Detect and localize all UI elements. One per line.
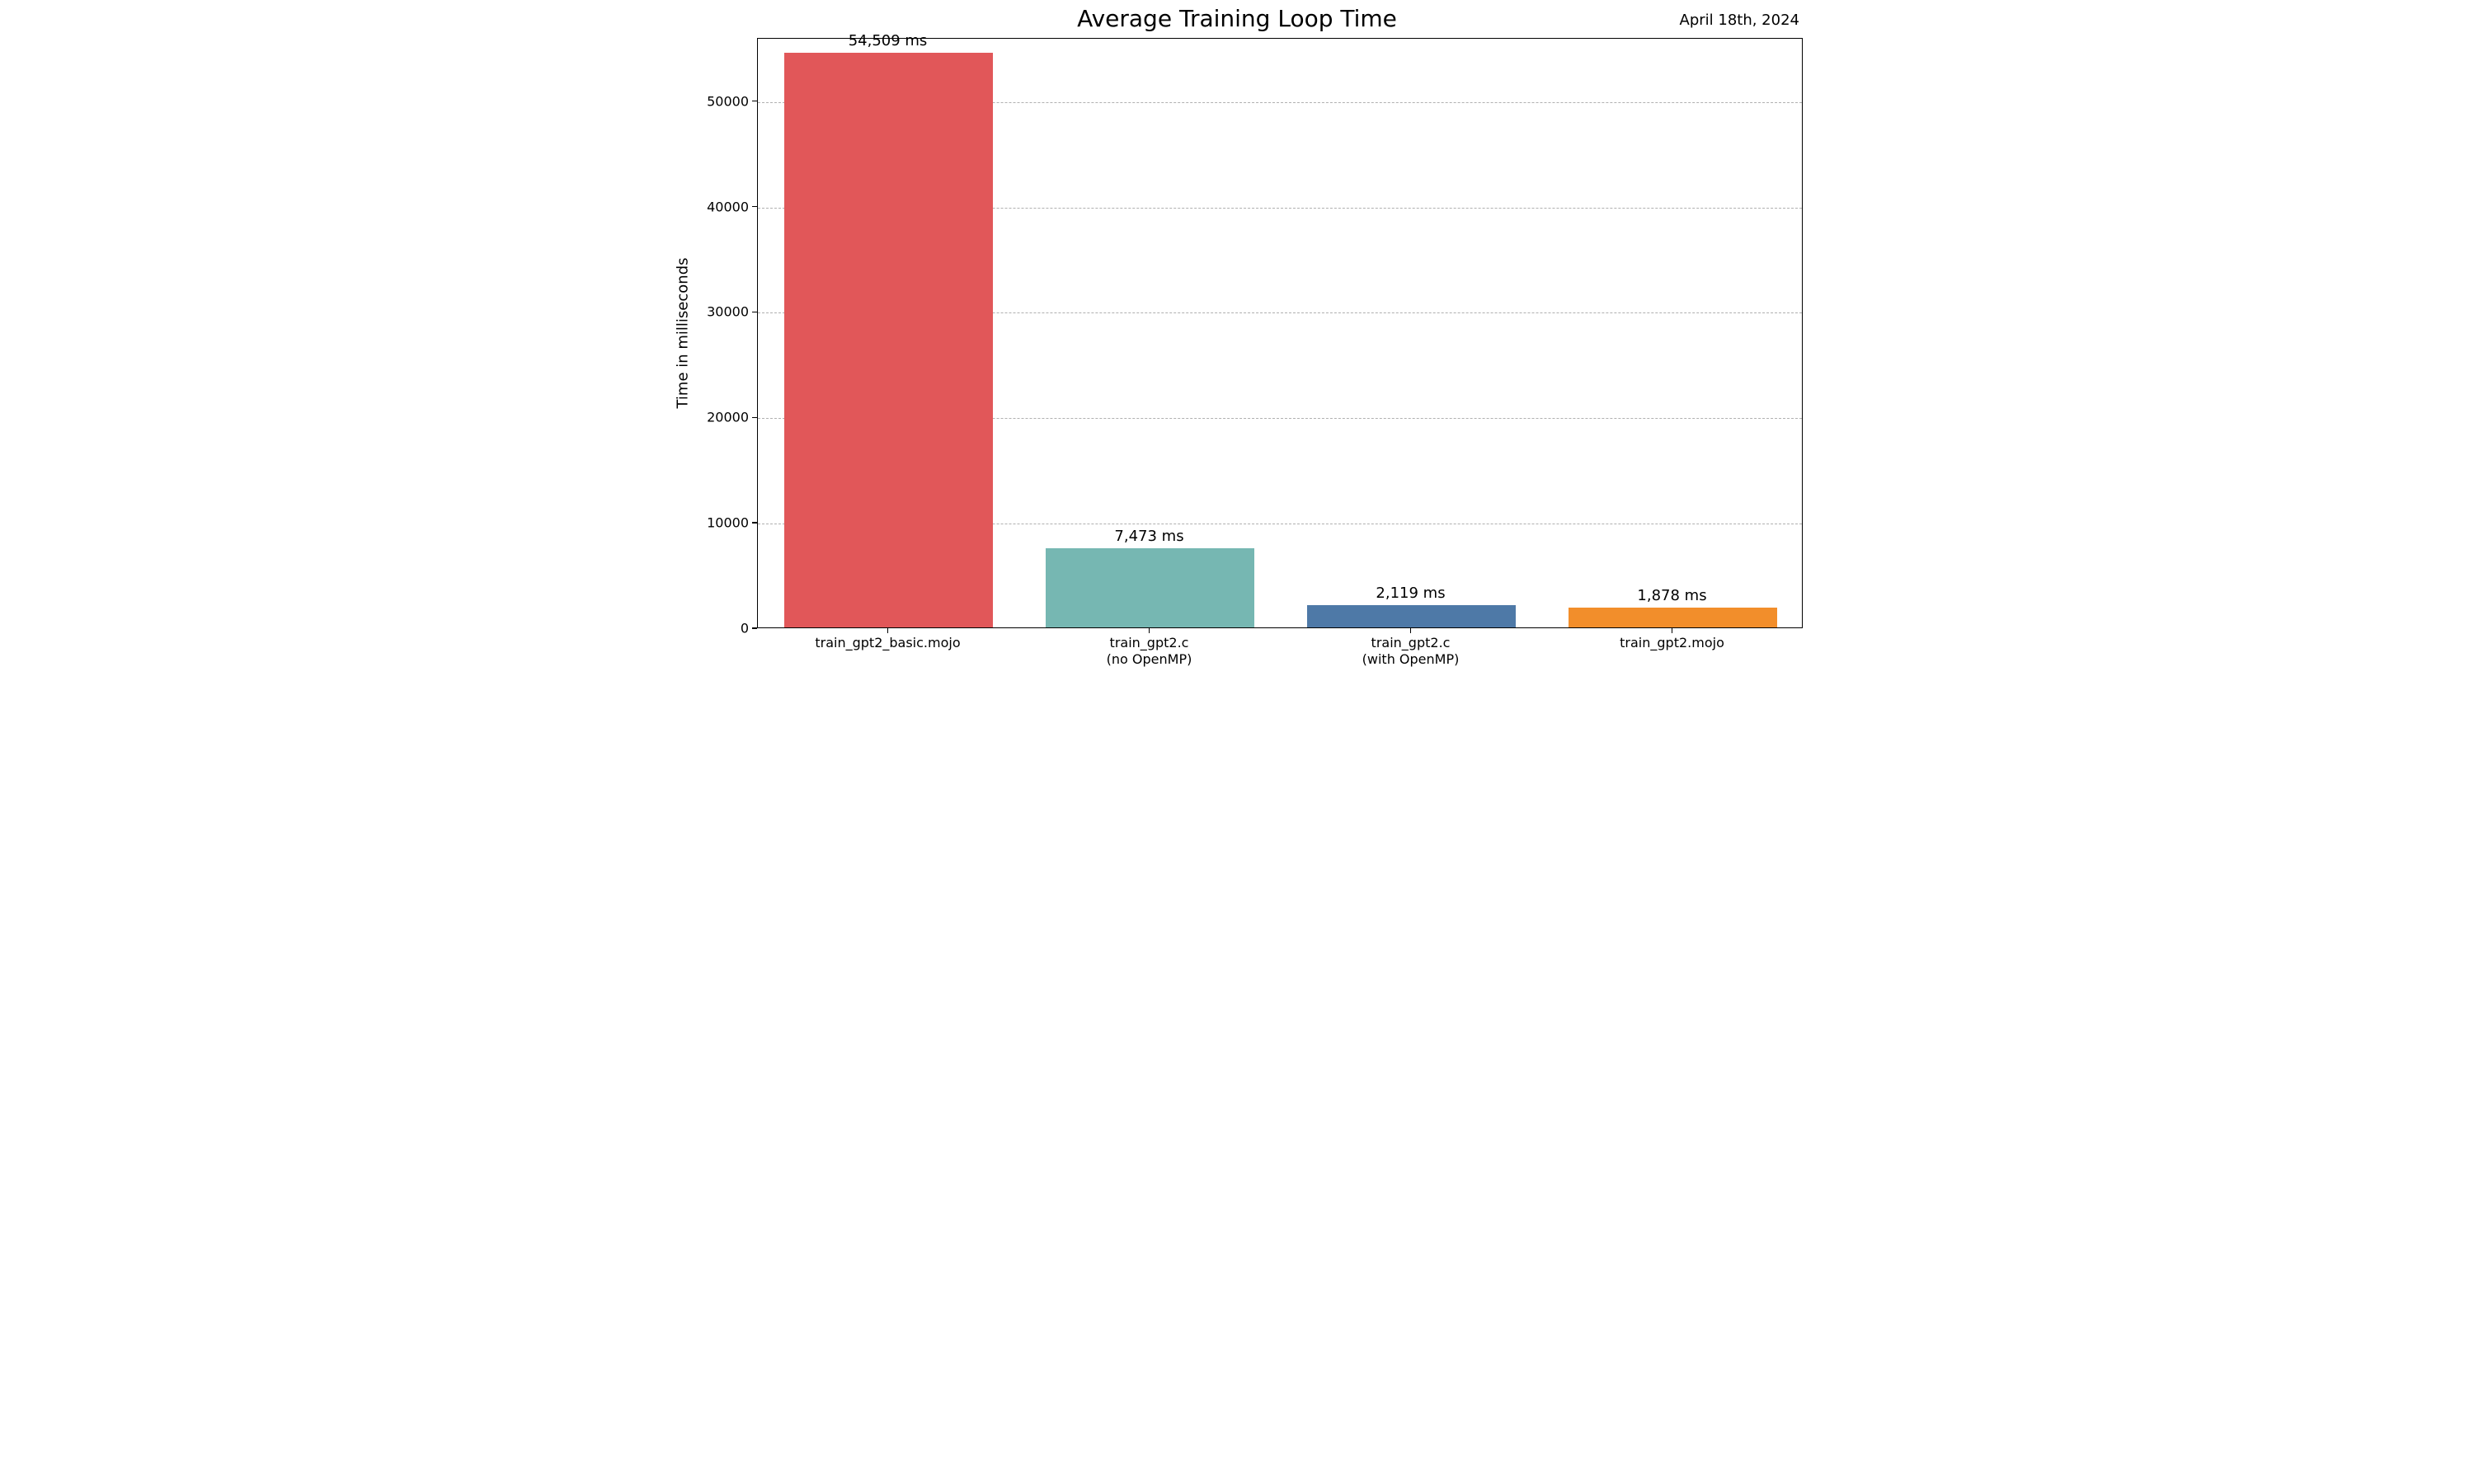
chart-title: Average Training Loop Time <box>660 5 1814 32</box>
y-tick-mark <box>752 312 757 313</box>
y-tick-mark <box>752 522 757 524</box>
y-tick-label: 50000 <box>707 93 749 109</box>
x-tick-mark <box>1672 628 1673 633</box>
bar-value-label: 2,119 ms <box>1376 585 1445 602</box>
y-tick-label: 0 <box>741 621 749 636</box>
x-tick-label: train_gpt2_basic.mojo <box>764 635 1012 651</box>
y-axis-label: Time in milliseconds <box>675 209 692 457</box>
plot-area <box>757 38 1803 628</box>
x-tick-label: train_gpt2.c (no OpenMP) <box>1025 635 1273 668</box>
y-tick-mark <box>752 627 757 629</box>
chart-date: April 18th, 2024 <box>1680 12 1800 29</box>
x-tick-mark <box>1410 628 1412 633</box>
y-tick-mark <box>752 101 757 102</box>
bar <box>1569 608 1778 627</box>
x-tick-mark <box>1149 628 1150 633</box>
bar <box>784 53 994 627</box>
bar-value-label: 54,509 ms <box>849 32 928 49</box>
y-tick-mark <box>752 417 757 419</box>
bar <box>1307 605 1517 627</box>
y-tick-mark <box>752 206 757 208</box>
x-tick-label: train_gpt2.c (with OpenMP) <box>1286 635 1535 668</box>
bar <box>1046 548 1255 627</box>
bar-value-label: 1,878 ms <box>1637 587 1706 604</box>
y-tick-label: 10000 <box>707 515 749 531</box>
x-tick-mark <box>887 628 889 633</box>
y-tick-label: 30000 <box>707 304 749 320</box>
chart-container: Average Training Loop Time April 18th, 2… <box>660 0 1814 693</box>
y-tick-label: 40000 <box>707 199 749 214</box>
x-tick-label: train_gpt2.mojo <box>1548 635 1796 651</box>
y-tick-label: 20000 <box>707 410 749 425</box>
bar-value-label: 7,473 ms <box>1114 528 1183 545</box>
